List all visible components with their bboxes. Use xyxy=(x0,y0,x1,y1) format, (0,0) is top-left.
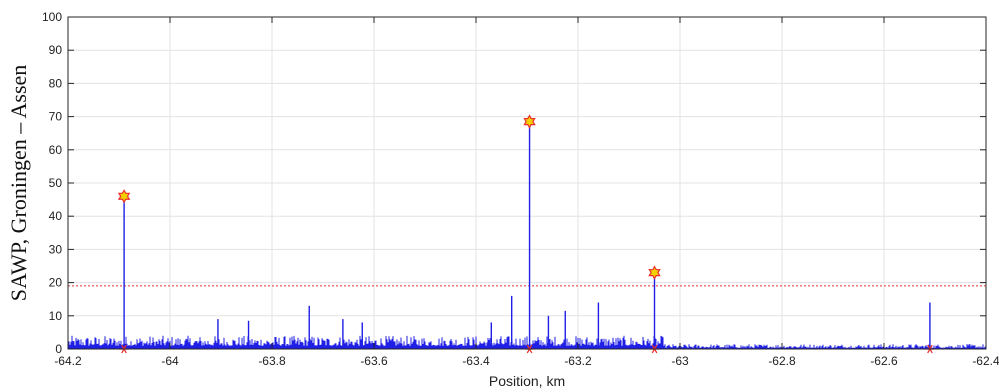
y-tick-label: 90 xyxy=(49,43,63,57)
x-tick-label: -63.8 xyxy=(258,354,286,368)
y-tick-label: 30 xyxy=(49,242,63,256)
x-tick-label: -63.6 xyxy=(360,354,388,368)
y-tick-label: 60 xyxy=(49,143,63,157)
signal-spikes xyxy=(123,121,931,349)
y-tick-label: 50 xyxy=(49,176,63,190)
x-tick-label: -62.4 xyxy=(972,354,999,368)
peak-marker xyxy=(117,189,131,204)
peak-marker xyxy=(648,265,661,280)
y-tick-label: 20 xyxy=(49,276,63,290)
grid xyxy=(68,17,986,349)
peak-marker xyxy=(523,114,536,129)
y-axis-title: SAWP, Groningen – Assen xyxy=(6,65,31,302)
axis-ticks: -64.2 -64 -63.8 -63.6 -63.4 -63.2 -63 -62.8 -62.… xyxy=(42,10,999,368)
y-tick-label: 0 xyxy=(55,342,62,356)
x-tick-label: -63.4 xyxy=(462,354,490,368)
y-tick-label: 100 xyxy=(42,10,62,24)
y-tick-label: 70 xyxy=(49,110,63,124)
x-tick-label: -64.2 xyxy=(54,354,82,368)
y-tick-label: 80 xyxy=(49,76,63,90)
y-tick-label: 40 xyxy=(49,209,63,223)
y-tick-label: 10 xyxy=(49,309,63,323)
x-tick-label: -63 xyxy=(671,354,689,368)
x-tick-label: -63.2 xyxy=(564,354,592,368)
x-tick-label: -64 xyxy=(161,354,179,368)
x-axis-title: Position, km xyxy=(489,373,565,389)
x-tick-label: -62.8 xyxy=(768,354,796,368)
x-tick-label: -62.6 xyxy=(870,354,898,368)
